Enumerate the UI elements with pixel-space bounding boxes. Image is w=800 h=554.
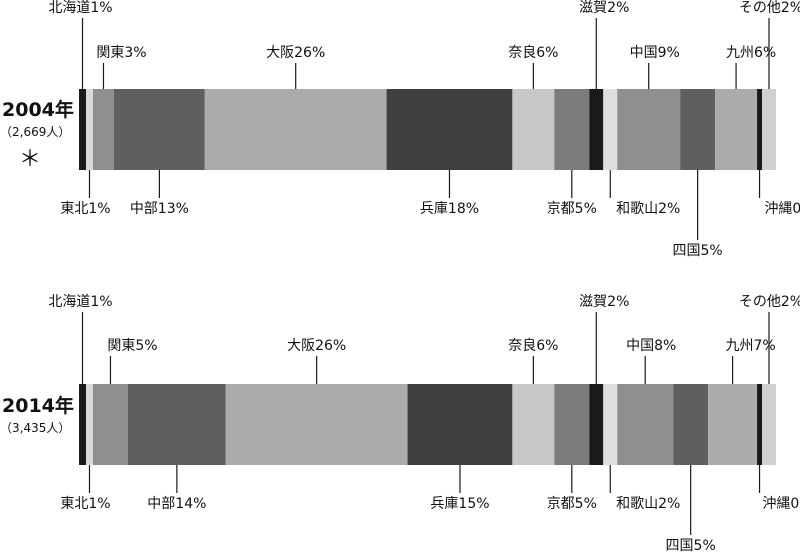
data-label-hokkaido: 北海道1% [48,294,112,310]
data-label-shikoku: 四国5% [673,243,723,259]
bar-segment-wakayama [603,384,618,465]
data-label-other: その他2% [739,0,800,16]
data-label-shiga: 滋賀2% [579,294,629,310]
bar-2014 [79,384,776,465]
data-label-chugoku: 中国9% [630,45,680,61]
bar-segment-chugoku [617,384,674,465]
bar-segment-hyogo [386,89,513,170]
bar-segment-hokkaido [79,384,86,465]
bar-segment-kyushu [715,89,758,170]
data-label-okinawa: 沖縄0% [764,201,800,217]
data-label-tohoku: 東北1% [60,496,110,512]
data-label-nara: 奈良6% [508,338,558,354]
data-label-okinawa: 沖縄0% [762,496,800,512]
bar-segment-nara [512,89,555,170]
row-2004: 2004年 （2,669人） ＊ 北海道1% 東北1% 関東3% 中部13% 大阪26%… [0,0,800,259]
data-label-chugoku: 中国8% [626,338,676,354]
data-label-hyogo: 兵庫18% [420,200,479,217]
row-subtitle-2004: （2,669人） [0,125,70,139]
bar-segment-chugoku [617,89,681,170]
data-label-kyushu: 九州7% [725,338,775,354]
bar-segment-wakayama [603,89,618,170]
bar-segment-kanto [92,89,114,170]
bar-segment-nara [512,384,555,465]
labels-2004: 北海道1% 東北1% 関東3% 中部13% 大阪26% 兵庫18% 奈良6% 京都5% 滋賀2%… [48,0,800,259]
bar-segment-kyushu [708,384,758,465]
data-label-hyogo: 兵庫15% [430,495,489,512]
bar-segment-chubu [113,89,205,170]
bar-segment-other [762,384,776,465]
row-title-2014: 2014年 [2,394,74,417]
bar-segment-shikoku [673,384,709,465]
bar-segment-shiga [589,384,604,465]
data-label-hokkaido: 北海道1% [48,0,112,16]
row-title-2004: 2004年 [2,98,74,121]
labels-2014: 北海道1% 東北1% 関東5% 中部14% 大阪26% 兵庫15% 奈良6% 京都5% 滋賀2%… [48,294,800,554]
data-label-nara: 奈良6% [508,45,558,61]
data-label-wakayama: 和歌山2% [616,201,680,217]
data-label-shiga: 滋賀2% [579,0,629,16]
bar-segment-hyogo [407,384,513,465]
data-label-kanto: 関東5% [107,338,157,354]
data-label-osaka: 大阪26% [266,45,325,61]
data-label-osaka: 大阪26% [287,338,346,354]
bar-segment-other [762,89,776,170]
data-label-chubu: 中部13% [130,201,189,217]
bar-segment-tohoku [85,89,93,170]
data-label-kanto: 関東3% [96,45,146,61]
data-label-tohoku: 東北1% [60,201,110,217]
bar-segment-shikoku [680,89,716,170]
data-label-kyoto: 京都5% [547,496,597,512]
bar-segment-okinawa [757,384,763,465]
data-label-kyushu: 九州6% [726,45,776,61]
row-2014: 2014年 （3,435人） 北海道1% 東北1% 関東5% 中部14% 大阪26% 兵庫… [0,294,800,554]
bar-segment-okinawa [757,89,763,170]
bar-segment-kanto [92,384,128,465]
data-label-wakayama: 和歌山2% [616,496,680,512]
bar-segment-chubu [127,384,226,465]
row-note-2004: ＊ [19,147,41,172]
bar-2004 [79,89,776,170]
bar-segment-tohoku [85,384,93,465]
bar-segment-osaka [204,89,387,170]
data-label-chubu: 中部14% [147,496,206,512]
data-label-other: その他2% [739,294,800,310]
bar-segment-osaka [225,384,408,465]
bar-segment-kyoto [554,89,590,170]
row-subtitle-2014: （3,435人） [0,421,70,435]
bar-segment-shiga [589,89,604,170]
bar-segment-kyoto [554,384,590,465]
data-label-kyoto: 京都5% [547,201,597,217]
bar-segment-hokkaido [79,89,86,170]
data-label-shikoku: 四国5% [666,538,716,554]
